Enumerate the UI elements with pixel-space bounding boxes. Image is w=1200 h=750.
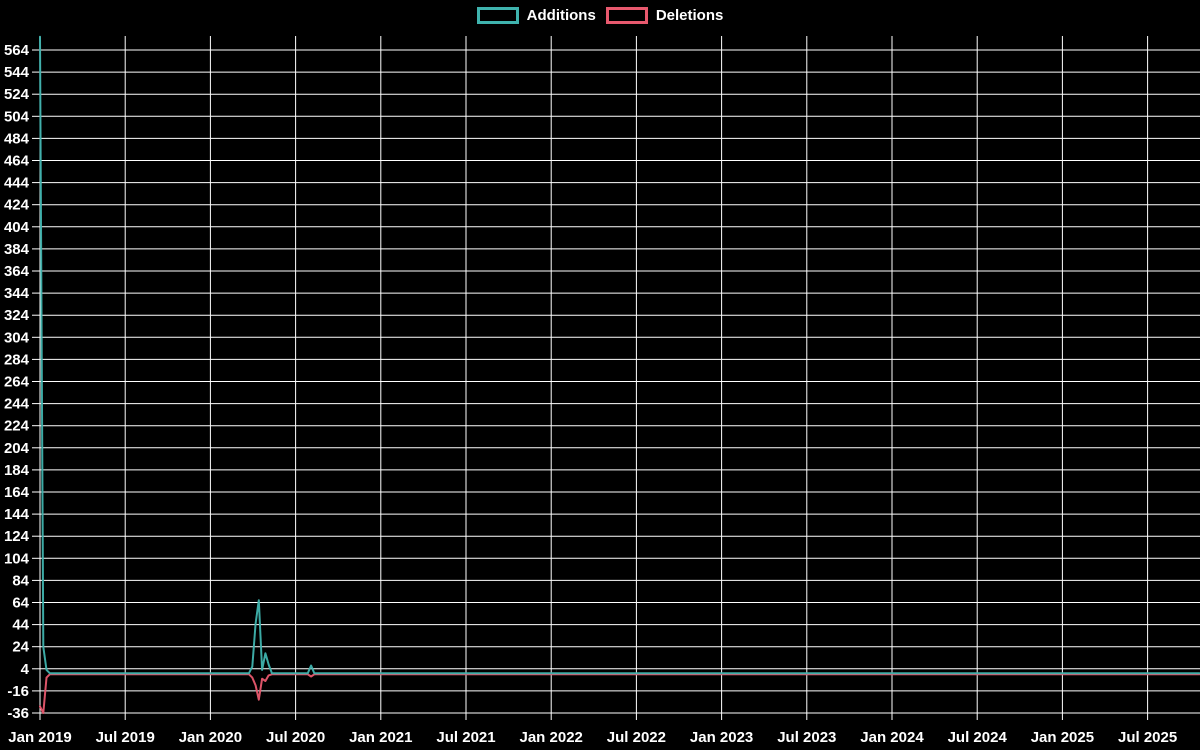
y-tick-label: 184 (4, 462, 30, 479)
x-tick-label: Jan 2021 (349, 729, 412, 746)
y-tick-label: 44 (12, 617, 29, 634)
x-tick-label: Jan 2023 (690, 729, 753, 746)
x-tick-label: Jul 2019 (96, 729, 155, 746)
x-tick-label: Jul 2025 (1118, 729, 1177, 746)
x-tick-label: Jan 2022 (520, 729, 583, 746)
x-tick-label: Jul 2020 (266, 729, 325, 746)
y-tick-label: 244 (4, 396, 30, 413)
y-tick-label: 144 (4, 506, 30, 523)
x-tick-label: Jul 2021 (436, 729, 495, 746)
series-line-additions (39, 35, 1200, 675)
x-tick-label: Jan 2025 (1031, 729, 1094, 746)
legend-swatch-additions-icon (476, 7, 519, 24)
legend-item-additions[interactable]: Additions (476, 7, 596, 24)
x-tick-label: Jul 2024 (948, 729, 1008, 746)
y-tick-label: 84 (12, 572, 29, 589)
y-tick-label: 324 (4, 307, 30, 324)
y-tick-label: 364 (4, 263, 30, 280)
y-tick-label: 504 (4, 108, 30, 125)
legend-label-deletions: Deletions (655, 7, 724, 24)
y-tick-label: 484 (4, 130, 30, 147)
y-tick-label: 304 (4, 329, 30, 346)
y-tick-label: -16 (7, 683, 29, 700)
x-tick-label: Jul 2023 (777, 729, 836, 746)
y-tick-label: 104 (4, 550, 30, 567)
legend-swatch-deletions-icon (605, 7, 648, 24)
y-tick-label: 164 (4, 484, 30, 501)
y-tick-label: 284 (4, 351, 30, 368)
y-tick-label: -36 (7, 705, 29, 722)
y-tick-label: 64 (12, 595, 29, 612)
x-tick-label: Jan 2020 (179, 729, 242, 746)
y-tick-label: 264 (4, 374, 30, 391)
y-tick-label: 564 (4, 42, 30, 59)
y-tick-label: 544 (4, 64, 30, 81)
x-tick-label: Jul 2022 (607, 729, 666, 746)
y-tick-label: 24 (12, 639, 29, 656)
y-tick-label: 464 (4, 153, 30, 170)
y-tick-label: 384 (4, 241, 30, 258)
y-tick-label: 444 (4, 175, 30, 192)
legend-item-deletions[interactable]: Deletions (605, 7, 724, 24)
legend-label-additions: Additions (526, 7, 596, 24)
x-tick-label: Jan 2024 (860, 729, 924, 746)
y-tick-label: 424 (4, 197, 30, 214)
y-tick-label: 524 (4, 86, 30, 103)
series-line-deletions (39, 673, 1200, 714)
y-tick-label: 4 (21, 661, 30, 678)
y-tick-label: 124 (4, 528, 30, 545)
y-tick-label: 204 (4, 440, 30, 457)
chart-legend: Additions Deletions (0, 7, 1200, 24)
x-tick-label: Jan 2019 (8, 729, 71, 746)
y-tick-label: 404 (4, 219, 30, 236)
y-tick-label: 224 (4, 418, 30, 435)
y-tick-label: 344 (4, 285, 30, 302)
